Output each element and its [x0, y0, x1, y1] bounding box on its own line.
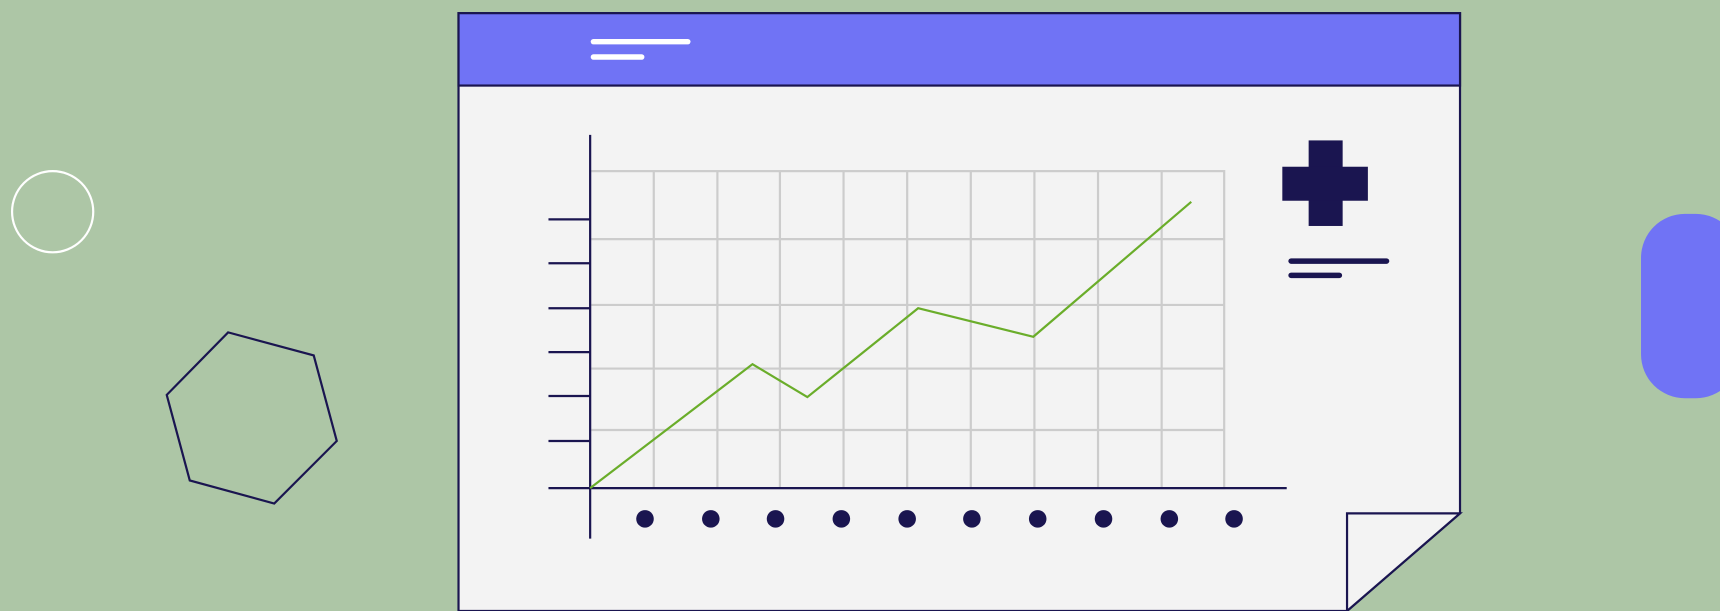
document-page [459, 13, 1461, 611]
illustration [0, 0, 1720, 611]
pill-shape [1641, 214, 1720, 398]
page [0, 0, 1720, 611]
header-bar [459, 13, 1461, 85]
